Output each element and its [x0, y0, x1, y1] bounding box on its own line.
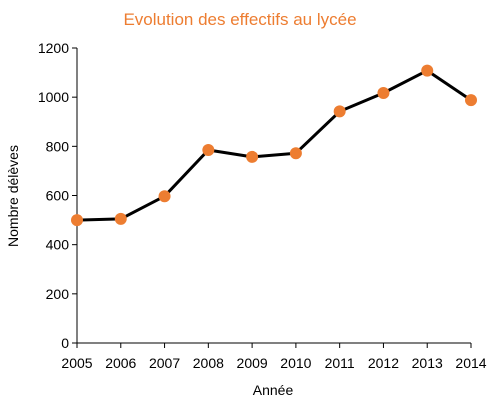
- data-point: [421, 64, 434, 77]
- data-point: [377, 86, 390, 99]
- y-tick-label: 800: [46, 138, 70, 154]
- data-point: [246, 150, 259, 163]
- y-axis-label: Nombre délèves: [5, 145, 21, 247]
- x-tick-label: 2012: [368, 355, 399, 371]
- x-tick-label: 2005: [61, 355, 92, 371]
- data-point: [202, 144, 215, 157]
- x-axis-label: Année: [253, 382, 294, 398]
- x-tick-label: 2011: [325, 355, 355, 371]
- x-tick-label: 2007: [149, 355, 180, 371]
- y-tick-label: 0: [61, 335, 69, 351]
- data-point: [289, 147, 302, 160]
- x-tick-label: 2009: [237, 355, 268, 371]
- data-point: [333, 105, 346, 118]
- y-axis-ticks: 0 200 400 600 800 1000 1200: [38, 40, 77, 351]
- data-point: [114, 212, 127, 225]
- data-point: [158, 190, 171, 203]
- x-tick-label: 2006: [105, 355, 136, 371]
- x-tick-label: 2014: [455, 355, 486, 371]
- y-tick-label: 200: [46, 286, 70, 302]
- y-tick-label: 1200: [38, 40, 69, 56]
- y-tick-label: 600: [46, 188, 70, 204]
- y-tick-label: 400: [46, 237, 70, 253]
- data-point: [71, 214, 83, 227]
- x-axis-ticks: 2005 2006 2007 2008 2009 2010 2011 2012 2013 2014: [61, 343, 487, 371]
- series-line: [76, 69, 472, 222]
- y-tick-label: 1000: [38, 89, 69, 105]
- x-tick-label: 2013: [412, 355, 443, 371]
- x-tick-label: 2010: [280, 355, 311, 371]
- data-points: [71, 64, 477, 227]
- chart-title: Evolution des effectifs au lycée: [123, 10, 356, 29]
- data-point: [465, 94, 477, 107]
- x-tick-label: 2008: [193, 355, 224, 371]
